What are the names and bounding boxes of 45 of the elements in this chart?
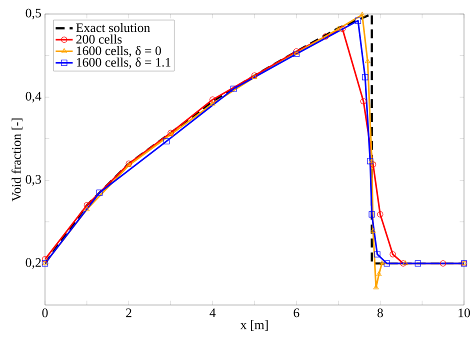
point [440,260,446,267]
y-tick-label: 0,3 [26,174,41,186]
point [368,211,375,218]
point [339,26,346,32]
y-tick-label: 0,2 [26,258,41,269]
point [336,26,342,31]
point [163,138,170,144]
legend-label: 1600 cells, δ = 0 [76,46,161,58]
legend-label: Exact solution [76,23,150,32]
point [384,260,390,267]
point [210,100,216,106]
point [84,206,90,212]
point [364,58,370,64]
point [402,260,408,266]
point [400,260,406,267]
point [379,260,385,266]
x-tick-label: 0 [42,308,48,318]
point [414,260,422,267]
point [362,74,368,80]
point [210,96,216,103]
x-axis-title: x [m] [240,320,268,331]
point [360,98,367,104]
point [230,86,237,92]
x-tick-label: 10 [458,308,470,318]
point [370,228,376,233]
point [376,271,382,276]
point [322,33,329,40]
y-tick-label: 0,4 [26,92,42,102]
legend-label: 200 cells [76,34,122,44]
x-tick-label: 4 [210,308,216,318]
point [390,251,396,258]
y-axis-title: Void fraction [-] [12,118,22,202]
point [370,161,376,168]
legend-label: 1600 cells, δ = 1.1 [76,58,170,69]
point [96,190,103,196]
point [84,202,90,208]
point [374,251,380,258]
x-tick-label: 6 [294,308,300,318]
point [42,256,48,262]
point [377,211,384,218]
x-tick-label: 8 [377,308,383,318]
y-tick-label: 0,5 [26,8,41,20]
point [354,18,362,24]
x-tick-label: 2 [126,308,132,318]
point [359,12,365,17]
